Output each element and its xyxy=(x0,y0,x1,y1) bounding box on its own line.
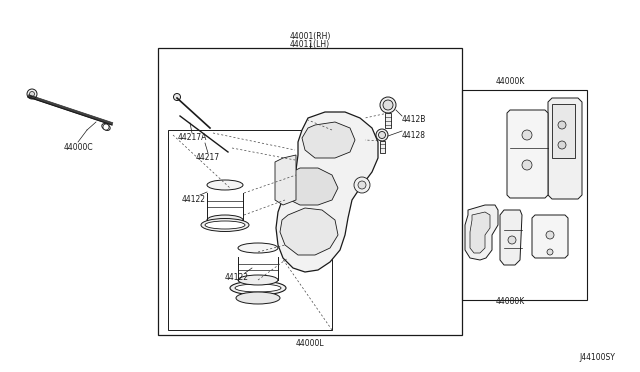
Text: 44001(RH): 44001(RH) xyxy=(289,32,331,41)
Polygon shape xyxy=(275,155,296,205)
Ellipse shape xyxy=(238,243,278,253)
Text: 44000K: 44000K xyxy=(495,77,525,87)
Ellipse shape xyxy=(207,180,243,190)
Circle shape xyxy=(522,160,532,170)
Circle shape xyxy=(103,124,109,130)
Text: 44217A: 44217A xyxy=(177,134,207,142)
Circle shape xyxy=(558,121,566,129)
Text: 44000C: 44000C xyxy=(63,144,93,153)
Ellipse shape xyxy=(102,124,110,131)
Circle shape xyxy=(358,181,366,189)
Circle shape xyxy=(383,100,393,110)
Text: 44217: 44217 xyxy=(196,154,220,163)
Ellipse shape xyxy=(201,218,249,231)
Circle shape xyxy=(546,231,554,239)
Polygon shape xyxy=(276,112,378,272)
Bar xyxy=(385,113,391,128)
Circle shape xyxy=(173,93,180,100)
Polygon shape xyxy=(280,208,338,255)
Polygon shape xyxy=(507,110,548,198)
Bar xyxy=(168,130,332,330)
Polygon shape xyxy=(548,98,582,199)
Polygon shape xyxy=(302,122,355,158)
Circle shape xyxy=(547,249,553,255)
Circle shape xyxy=(380,97,396,113)
Text: 4412B: 4412B xyxy=(402,115,426,125)
Text: 44122: 44122 xyxy=(182,196,206,205)
Circle shape xyxy=(27,89,37,99)
Circle shape xyxy=(378,131,385,138)
Ellipse shape xyxy=(235,284,281,292)
Polygon shape xyxy=(470,212,490,253)
Circle shape xyxy=(376,129,388,141)
Ellipse shape xyxy=(236,292,280,304)
Polygon shape xyxy=(532,215,568,258)
Bar xyxy=(462,90,587,300)
Text: 44122: 44122 xyxy=(225,273,249,282)
Circle shape xyxy=(508,236,516,244)
Polygon shape xyxy=(465,205,498,260)
Text: J44100SY: J44100SY xyxy=(579,353,615,362)
Ellipse shape xyxy=(230,281,286,295)
Bar xyxy=(158,48,462,335)
Circle shape xyxy=(522,130,532,140)
Bar xyxy=(380,141,385,153)
Text: 44011(LH): 44011(LH) xyxy=(290,39,330,48)
Ellipse shape xyxy=(238,275,278,285)
Ellipse shape xyxy=(205,221,245,229)
Circle shape xyxy=(29,92,35,96)
Text: 44080K: 44080K xyxy=(495,298,525,307)
Polygon shape xyxy=(500,210,522,265)
Circle shape xyxy=(558,141,566,149)
Polygon shape xyxy=(282,168,338,205)
Text: 44128: 44128 xyxy=(402,131,426,140)
Text: 44000L: 44000L xyxy=(296,339,324,347)
Ellipse shape xyxy=(207,215,243,225)
Polygon shape xyxy=(552,104,575,158)
Circle shape xyxy=(354,177,370,193)
